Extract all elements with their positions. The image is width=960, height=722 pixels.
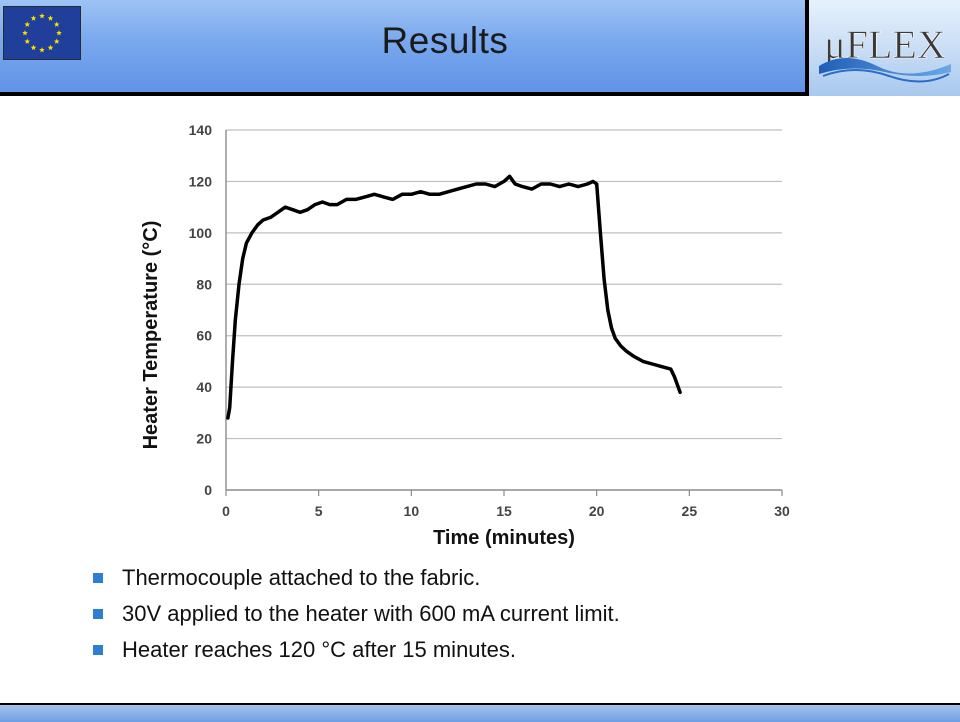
y-tick-label: 60 [196,328,212,344]
bullet-list: Thermocouple attached to the fabric. 30V… [92,560,620,668]
eu-flag-icon [3,6,81,60]
eu-star-icon [30,15,37,21]
x-tick-label: 30 [774,503,790,519]
bullet-item: Heater reaches 120 °C after 15 minutes. [92,632,620,668]
header-divider [805,0,809,96]
eu-star-icon [56,30,62,36]
temperature-series-line [226,174,682,420]
slide-title: Results [381,20,509,61]
eu-star-icon [47,44,54,51]
square-bullet-icon [93,645,103,655]
eu-star-icon [53,21,60,27]
y-tick-label: 120 [189,173,213,189]
eu-star-icon [24,21,31,27]
eu-star-icon [39,47,45,53]
eu-star-icon [53,38,60,44]
eu-star-icon [22,30,28,36]
uflex-logo: μFLEX [815,6,955,90]
eu-star-icon [39,13,45,19]
y-tick-label: 80 [196,276,212,292]
y-tick-label: 0 [204,482,212,498]
y-tick-label: 140 [189,122,213,138]
x-tick-label: 15 [496,503,512,519]
header-bar: Results μFLEX [0,0,960,96]
header-rule [0,92,808,96]
x-tick-label: 20 [589,503,605,519]
svg-text:μFLEX: μFLEX [824,22,946,67]
square-bullet-icon [93,609,103,619]
bullet-text: Thermocouple attached to the fabric. [122,565,481,590]
square-bullet-icon [93,573,103,583]
y-tick-label: 100 [189,225,213,241]
x-axis-label: Time (minutes) [433,527,575,549]
eu-star-icon [30,44,37,51]
x-tick-label: 10 [404,503,420,519]
eu-star-icon [47,15,54,21]
y-tick-label: 40 [196,379,212,395]
eu-star-icon [24,38,31,44]
bullet-text: Heater reaches 120 °C after 15 minutes. [122,637,517,662]
x-tick-label: 0 [222,503,230,519]
title-band [0,0,808,92]
bullet-text: 30V applied to the heater with 600 mA cu… [122,601,620,626]
bullet-item: 30V applied to the heater with 600 mA cu… [92,596,620,632]
x-tick-label: 25 [682,503,698,519]
temperature-chart: 0 20 40 60 80 100 120 140 0 5 10 15 20 25 30 Time (min… [130,112,810,552]
footer-bar [0,703,960,722]
y-tick-label: 20 [196,431,212,447]
x-tick-label: 5 [315,503,323,519]
y-axis-label: Heater Temperature (°C) [140,221,162,450]
bullet-item: Thermocouple attached to the fabric. [92,560,620,596]
